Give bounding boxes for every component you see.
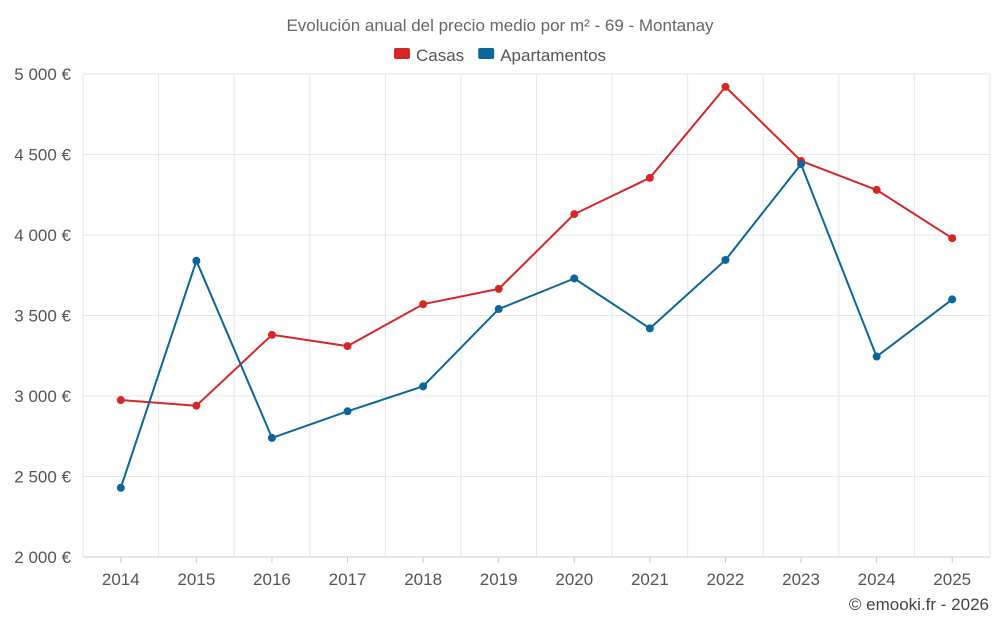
data-point-apartamentos-2015[interactable] <box>192 256 201 265</box>
data-point-apartamentos-2021[interactable] <box>645 324 654 333</box>
x-tick-label-2016: 2016 <box>253 570 291 589</box>
x-tick-label-2024: 2024 <box>858 570 896 589</box>
data-point-casas-2014[interactable] <box>116 396 125 405</box>
data-point-casas-2016[interactable] <box>267 330 276 339</box>
y-tick-label-4000: 4 000 € <box>14 226 71 245</box>
data-point-apartamentos-2016[interactable] <box>267 433 276 442</box>
x-tick-label-2025: 2025 <box>933 570 971 589</box>
x-tick-label-2023: 2023 <box>782 570 820 589</box>
legend: Casas Apartamentos <box>394 46 606 65</box>
series-group <box>116 82 957 492</box>
x-tick-label-2022: 2022 <box>707 570 745 589</box>
data-point-casas-2020[interactable] <box>570 210 579 219</box>
data-point-casas-2019[interactable] <box>494 284 503 293</box>
y-tick-label-4500: 4 500 € <box>14 146 71 165</box>
data-point-apartamentos-2023[interactable] <box>797 160 806 169</box>
data-point-casas-2015[interactable] <box>192 401 201 410</box>
x-tick-label-2015: 2015 <box>177 570 215 589</box>
data-point-apartamentos-2019[interactable] <box>494 305 503 314</box>
series-casas <box>116 82 957 410</box>
x-tick-label-2021: 2021 <box>631 570 669 589</box>
legend-item-casas[interactable]: Casas <box>394 46 464 65</box>
legend-swatch-casas <box>394 48 410 59</box>
legend-item-apartamentos[interactable]: Apartamentos <box>478 46 606 65</box>
credit-text: © emooki.fr - 2026 <box>849 595 989 614</box>
data-point-apartamentos-2022[interactable] <box>721 255 730 264</box>
series-line-casas <box>120 85 953 407</box>
y-tick-label-3000: 3 000 € <box>14 387 71 406</box>
legend-label-apartamentos: Apartamentos <box>500 46 606 65</box>
data-point-apartamentos-2017[interactable] <box>343 407 352 416</box>
data-point-apartamentos-2020[interactable] <box>570 274 579 283</box>
y-tick-label-3500: 3 500 € <box>14 307 71 326</box>
x-tick-label-2017: 2017 <box>329 570 367 589</box>
x-tick-label-2019: 2019 <box>480 570 518 589</box>
x-axis: 2014 2015 2016 2017 2018 2019 2020 2021 2022 2023… <box>83 556 990 589</box>
data-point-casas-2017[interactable] <box>343 342 352 351</box>
data-point-casas-2021[interactable] <box>645 173 654 182</box>
data-point-casas-2025[interactable] <box>948 234 957 243</box>
data-point-apartamentos-2024[interactable] <box>872 352 881 361</box>
y-tick-label-5000: 5 000 € <box>14 65 71 84</box>
x-tick-label-2020: 2020 <box>555 570 593 589</box>
y-tick-label-2000: 2 000 € <box>14 548 71 567</box>
data-point-casas-2018[interactable] <box>419 300 428 309</box>
legend-swatch-apartamentos <box>478 48 495 59</box>
data-point-casas-2024[interactable] <box>872 185 881 194</box>
series-apartamentos <box>116 160 957 492</box>
y-axis: 2 000 € 2 500 € 3 000 € 3 500 € 4 000 € 4 500… <box>14 65 71 567</box>
data-point-apartamentos-2014[interactable] <box>116 483 125 492</box>
data-point-apartamentos-2025[interactable] <box>948 295 957 304</box>
data-point-casas-2022[interactable] <box>721 82 730 91</box>
x-tick-label-2014: 2014 <box>102 570 140 589</box>
y-tick-label-2500: 2 500 € <box>14 468 71 487</box>
chart-title: Evolución anual del precio medio por m² … <box>286 16 714 35</box>
grid <box>82 73 991 557</box>
legend-label-casas: Casas <box>416 46 464 65</box>
series-line-apartamentos <box>119 163 953 489</box>
data-point-apartamentos-2018[interactable] <box>419 382 428 391</box>
x-tick-label-2018: 2018 <box>404 570 442 589</box>
